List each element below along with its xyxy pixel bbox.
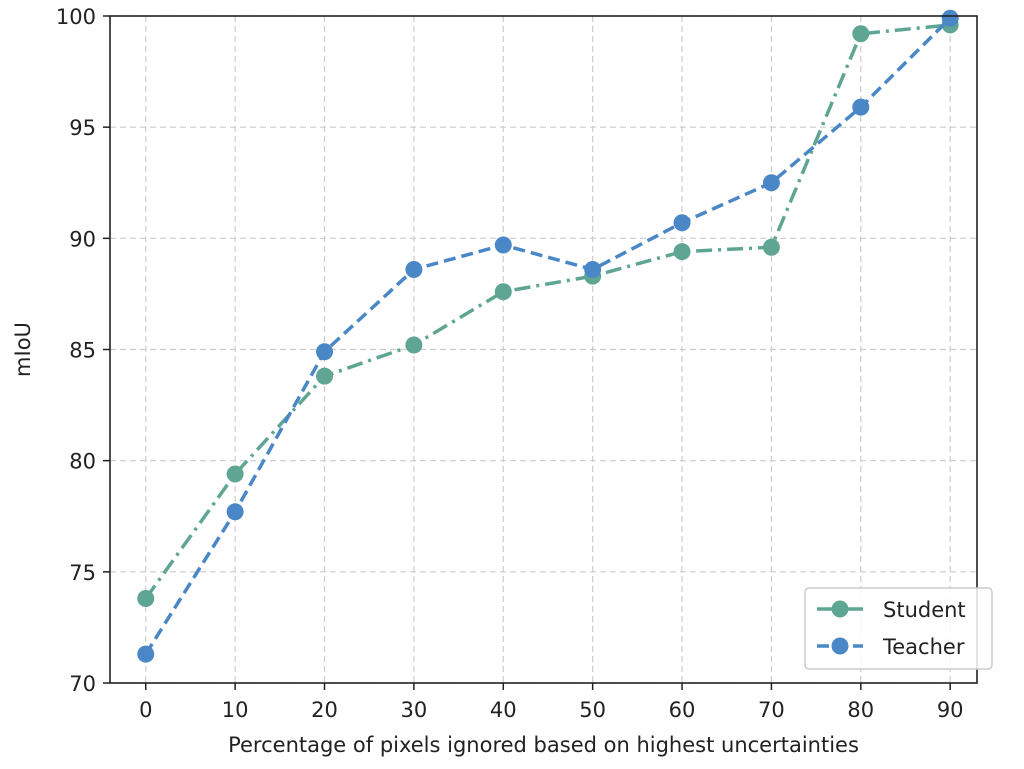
data-point-student [673,243,691,261]
x-tick-label: 70 [758,698,785,722]
data-point-student [494,283,512,301]
y-tick-label: 80 [69,450,96,474]
series-layer [137,9,959,663]
legend-swatch-marker [831,637,849,655]
x-tick-label: 10 [222,698,249,722]
data-point-teacher [673,214,691,232]
data-point-teacher [852,98,870,116]
x-tick-label: 20 [311,698,338,722]
data-point-teacher [762,174,780,192]
data-point-teacher [941,9,959,27]
legend-item-teacher: Teacher [817,635,965,659]
series-teacher [137,9,959,663]
x-tick-label: 40 [490,698,517,722]
legend-item-student: Student [817,598,966,622]
legend-label: Student [883,598,966,622]
data-point-student [762,238,780,256]
x-tick-label: 90 [937,698,964,722]
series-line-student [144,23,951,600]
data-point-student [316,367,334,385]
data-point-teacher [494,236,512,254]
x-tick-label: 50 [579,698,606,722]
data-point-student [405,336,423,354]
y-tick-label: 85 [69,339,96,363]
x-axis-title: Percentage of pixels ignored based on hi… [228,733,859,757]
data-point-student [137,590,155,608]
data-point-teacher [584,260,602,278]
data-point-teacher [405,260,423,278]
x-tick-label: 0 [139,698,152,722]
y-tick-label: 70 [69,672,96,696]
legend-label: Teacher [882,635,965,659]
data-point-teacher [226,503,244,521]
y-tick-label: 90 [69,227,96,251]
data-point-teacher [137,645,155,663]
x-axis-ticks: 0 10 20 30 40 50 60 70 80 90 [139,683,964,722]
x-tick-label: 80 [847,698,874,722]
data-point-student [226,465,244,483]
series-line-teacher [144,16,952,656]
x-tick-label: 30 [401,698,428,722]
y-axis-ticks: 70 75 80 85 90 95 100 [56,5,110,696]
y-tick-label: 95 [69,116,96,140]
y-tick-label: 75 [69,561,96,585]
legend-swatch-marker [831,600,849,618]
data-point-student [852,25,870,43]
y-axis-title: mIoU [11,322,35,377]
legend: Student Teacher [804,587,993,670]
x-tick-label: 60 [669,698,696,722]
data-point-teacher [316,343,334,361]
y-tick-label: 100 [56,5,96,29]
